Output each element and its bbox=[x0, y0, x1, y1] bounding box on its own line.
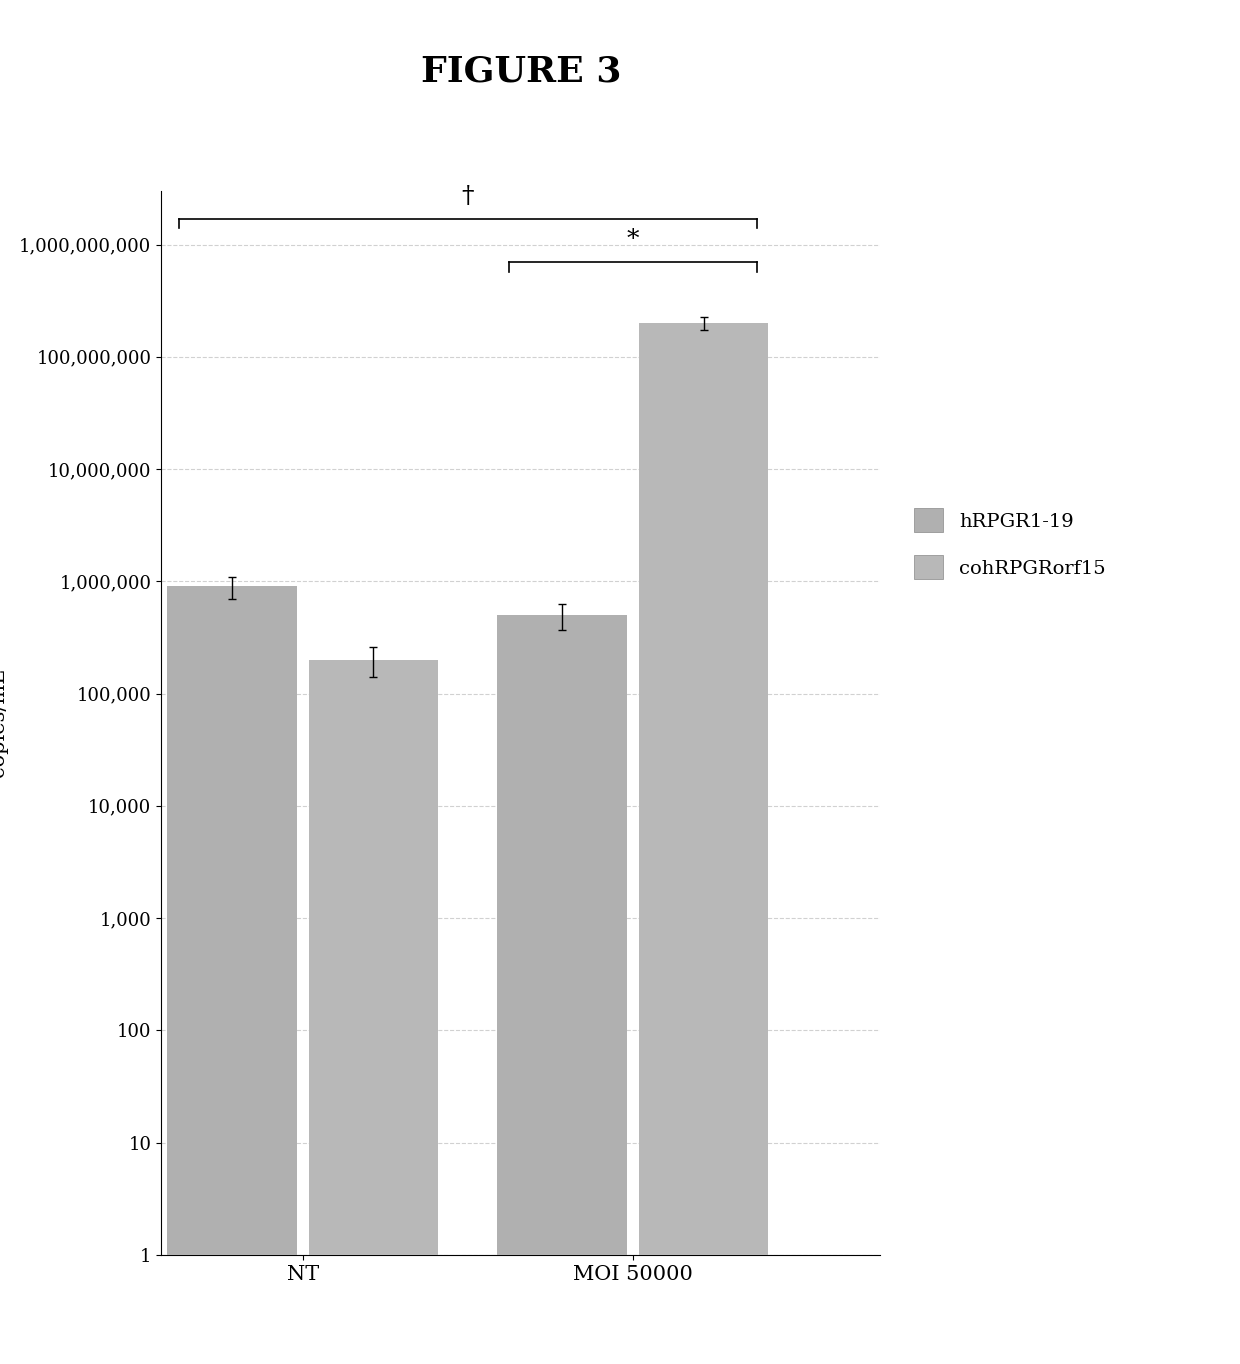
Y-axis label: copies/mL: copies/mL bbox=[0, 668, 9, 777]
Text: FIGURE 3: FIGURE 3 bbox=[420, 55, 621, 89]
Text: †: † bbox=[461, 184, 474, 207]
Bar bbox=[639, 323, 769, 1255]
Bar bbox=[309, 660, 438, 1255]
Text: *: * bbox=[626, 228, 639, 251]
Bar bbox=[167, 587, 296, 1255]
Legend: hRPGR1-19, cohRPGRorf15: hRPGR1-19, cohRPGRorf15 bbox=[904, 499, 1115, 589]
Bar bbox=[497, 615, 627, 1255]
